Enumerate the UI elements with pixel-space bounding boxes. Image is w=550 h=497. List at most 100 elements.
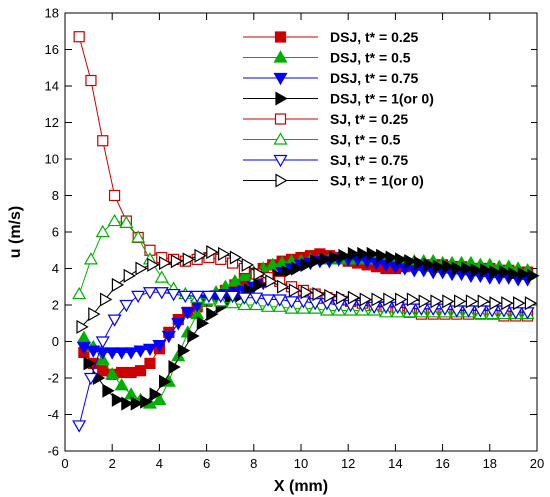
data-point — [73, 31, 85, 43]
y-tick-label: 2 — [52, 298, 59, 313]
legend-label: SJ, t* = 1(or 0) — [330, 173, 424, 189]
data-point — [119, 215, 134, 228]
data-point — [125, 366, 137, 379]
data-point — [451, 261, 464, 276]
data-point — [265, 274, 278, 289]
y-tick-label: 12 — [45, 115, 59, 130]
data-point — [310, 254, 323, 269]
x-tick-label: 6 — [203, 456, 210, 471]
y-tick-label: 8 — [52, 188, 59, 203]
data-point — [237, 268, 252, 281]
x-tick-label: 2 — [109, 456, 116, 471]
axes: 0 2 4 6 8 10 12 14 16 18 20 -6 -4 -2 0 2 4 6 8 10 12 14 16 18 — [45, 6, 545, 472]
data-point — [442, 259, 455, 274]
y-tick-label: 4 — [52, 261, 59, 276]
data-point — [395, 292, 408, 307]
data-point — [107, 213, 122, 227]
data-point — [152, 340, 167, 353]
data-point — [260, 294, 275, 307]
legend-label: SJ, t* = 0.5 — [330, 132, 401, 148]
data-point — [83, 356, 96, 371]
data-point — [229, 250, 243, 265]
data-point — [95, 224, 110, 238]
data-point — [413, 255, 427, 271]
data-point — [111, 392, 125, 407]
data-point — [454, 294, 467, 309]
data-point — [168, 360, 181, 375]
legend-entry: SJ, t* = 0.75 — [241, 151, 531, 169]
data-point — [371, 292, 384, 307]
data-point — [130, 396, 144, 411]
series-layer — [72, 31, 540, 433]
data-point — [196, 316, 210, 331]
legend-label: SJ, t* = 0.75 — [330, 152, 408, 168]
data-point — [347, 290, 361, 305]
legend-entry-background — [241, 130, 531, 149]
data-point — [147, 257, 160, 272]
y-tick-label: 18 — [45, 6, 59, 21]
data-point — [72, 420, 87, 433]
data-point — [107, 314, 122, 327]
data-point — [300, 285, 313, 300]
legend-entry-background — [241, 28, 531, 46]
y-tick-label: -4 — [47, 407, 59, 422]
data-point — [253, 277, 266, 292]
legend-marker — [273, 50, 288, 63]
data-point — [385, 250, 398, 265]
data-point — [97, 365, 109, 377]
data-point — [461, 261, 474, 276]
legend-label: DSJ, t* = 0.5 — [330, 50, 411, 66]
legend-entry: DSJ, t* = 0.75 — [241, 69, 531, 87]
data-point — [359, 292, 372, 307]
data-point — [442, 294, 455, 309]
legend: DSJ, t* = 0.25 DSJ, t* = 0.5 DSJ, t* = 0.7… — [241, 28, 531, 190]
data-point — [470, 263, 483, 278]
data-point — [347, 246, 361, 261]
legend-entry: SJ, t* = 1(or 0) — [241, 171, 531, 190]
data-point — [328, 250, 342, 265]
data-point — [105, 347, 120, 360]
y-axis-title: u (m/s) — [7, 206, 24, 258]
data-point — [225, 290, 240, 304]
legend-entry-background — [241, 48, 531, 67]
data-point — [366, 246, 380, 261]
data-point — [513, 296, 526, 311]
legend-entry-background — [241, 110, 531, 128]
data-point — [105, 367, 120, 380]
y-tick-label: 14 — [45, 79, 59, 94]
data-point — [201, 290, 216, 304]
data-point — [154, 287, 169, 300]
data-point — [498, 265, 512, 280]
legend-marker — [273, 72, 288, 86]
data-point — [114, 347, 129, 360]
data-point — [97, 135, 109, 147]
data-point — [206, 245, 219, 260]
legend-entry-background — [241, 89, 531, 108]
data-point — [178, 290, 193, 304]
data-point — [338, 248, 351, 263]
data-point — [281, 265, 295, 280]
data-point — [119, 299, 134, 313]
legend-entry-background — [241, 69, 531, 87]
y-tick-label: 6 — [52, 225, 59, 240]
data-point — [284, 296, 299, 309]
data-point — [131, 290, 146, 304]
legend-entry: SJ, t* = 0.25 — [241, 110, 531, 128]
data-point — [102, 383, 115, 398]
x-tick-label: 0 — [61, 456, 68, 471]
legend-entry-background — [241, 151, 531, 169]
data-point — [187, 328, 200, 344]
data-point — [144, 357, 156, 369]
data-point — [76, 319, 89, 334]
data-point — [111, 277, 125, 292]
x-tick-label: 4 — [156, 456, 163, 471]
legend-entry-background — [241, 171, 531, 190]
x-tick-label: 18 — [483, 456, 497, 471]
data-point — [180, 307, 195, 320]
data-point — [108, 189, 121, 202]
data-point — [237, 292, 252, 305]
data-point — [154, 270, 169, 283]
legend-label: SJ, t* = 0.25 — [330, 111, 408, 127]
data-point — [206, 307, 219, 322]
